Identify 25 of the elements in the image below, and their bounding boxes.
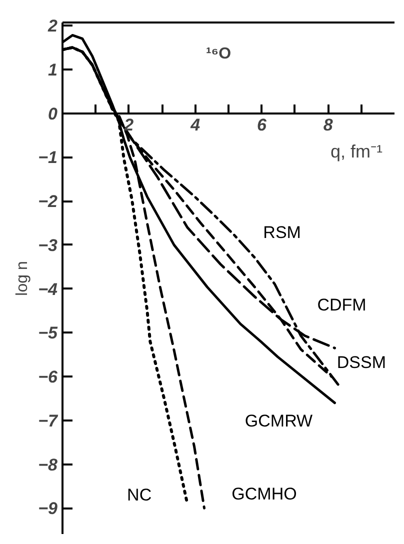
x-tick-label: 8 [323, 115, 334, 134]
series-label: DSSM [336, 353, 386, 372]
x-tick-label: 4 [190, 115, 201, 134]
text: ¹⁶O [206, 46, 232, 62]
y-tick-label: −6 [38, 368, 58, 387]
y-tick-label: −8 [38, 455, 58, 474]
y-axis-title: log n [14, 261, 32, 296]
x-tick-label: 6 [256, 115, 267, 134]
x-axis-title: q, fm⁻¹ [330, 141, 383, 162]
y-tick-label: 2 [47, 16, 58, 36]
y-tick-label: −2 [38, 192, 58, 212]
y-tick-label: −9 [38, 499, 58, 518]
y-tick-label: −5 [38, 324, 58, 343]
y-tick-label: 0 [48, 104, 58, 124]
y-tick-label: −4 [38, 280, 58, 299]
y-tick-label: −3 [38, 236, 58, 255]
series-label: GCMRW [244, 411, 313, 430]
series-label: CDFM [317, 296, 366, 315]
series-label: NC [127, 485, 152, 504]
x-tick-label: 2 [123, 115, 134, 134]
series-label: RSM [263, 222, 301, 242]
y-tick-label: 1 [48, 60, 58, 80]
y-tick-label: −7 [38, 411, 60, 430]
y-tick-label: −1 [38, 148, 58, 168]
series-label: GCMHO [232, 484, 297, 504]
